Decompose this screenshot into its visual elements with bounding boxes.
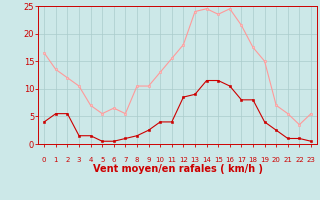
X-axis label: Vent moyen/en rafales ( km/h ): Vent moyen/en rafales ( km/h ) xyxy=(92,164,263,174)
